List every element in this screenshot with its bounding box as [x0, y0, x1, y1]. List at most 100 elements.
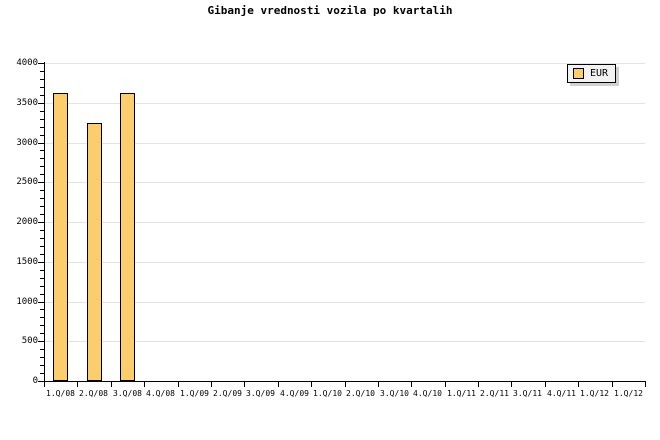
- y-axis-tick: [38, 222, 45, 223]
- y-axis-minor-tick: [40, 71, 45, 72]
- x-axis-tick: [578, 381, 579, 387]
- x-axis-label: 2.Q/10: [346, 389, 375, 398]
- x-axis-label: 1.Q/08: [46, 389, 75, 398]
- x-axis-tick: [612, 381, 613, 387]
- x-axis-label: 1.Q/10: [313, 389, 342, 398]
- y-axis-minor-tick: [40, 111, 45, 112]
- y-axis-minor-tick: [40, 294, 45, 295]
- y-axis-minor-tick: [40, 349, 45, 350]
- x-axis-tick: [144, 381, 145, 387]
- y-axis-minor-tick: [40, 325, 45, 326]
- x-axis-label: 3.Q/09: [246, 389, 275, 398]
- x-axis-label: 3.Q/10: [380, 389, 409, 398]
- gridline: [44, 143, 645, 144]
- y-axis-minor-tick: [40, 95, 45, 96]
- gridline: [44, 182, 645, 183]
- x-axis-tick: [77, 381, 78, 387]
- x-axis-tick: [378, 381, 379, 387]
- x-axis-tick: [645, 381, 646, 387]
- y-axis-tick: [38, 341, 45, 342]
- x-axis-label: 2.Q/11: [480, 389, 509, 398]
- y-axis-minor-tick: [40, 174, 45, 175]
- y-axis-label: 3500: [16, 98, 38, 108]
- y-axis-label: 1000: [16, 297, 38, 307]
- y-axis-minor-tick: [40, 119, 45, 120]
- y-axis-minor-tick: [40, 365, 45, 366]
- x-axis-tick: [111, 381, 112, 387]
- y-axis-minor-tick: [40, 357, 45, 358]
- y-axis-label: 1500: [16, 257, 38, 267]
- x-axis-tick: [278, 381, 279, 387]
- x-axis-tick: [311, 381, 312, 387]
- y-axis-label: 3000: [16, 138, 38, 148]
- gridline: [44, 63, 645, 64]
- chart-title: Gibanje vrednosti vozila po kvartalih: [207, 4, 453, 17]
- y-axis-minor-tick: [40, 150, 45, 151]
- y-axis-minor-tick: [40, 254, 45, 255]
- y-axis-minor-tick: [40, 317, 45, 318]
- x-axis-label: 3.Q/11: [513, 389, 542, 398]
- y-axis-minor-tick: [40, 87, 45, 88]
- y-axis-tick: [38, 103, 45, 104]
- x-axis-label: 3.Q/08: [113, 389, 142, 398]
- bar[interactable]: [53, 93, 68, 381]
- y-axis-label: 500: [21, 336, 38, 346]
- x-axis-label: 4.Q/09: [280, 389, 309, 398]
- x-axis-label: 4.Q/10: [413, 389, 442, 398]
- x-axis-label: 2.Q/08: [79, 389, 108, 398]
- y-axis-minor-tick: [40, 238, 45, 239]
- x-axis-label: 4.Q/11: [547, 389, 576, 398]
- x-axis-label: 1.Q/12: [580, 389, 609, 398]
- x-axis-tick: [178, 381, 179, 387]
- y-axis-label: 4000: [16, 58, 38, 68]
- legend[interactable]: EUR: [567, 64, 617, 83]
- y-axis-minor-tick: [40, 246, 45, 247]
- bar[interactable]: [87, 123, 102, 381]
- y-axis-tick: [38, 302, 45, 303]
- legend-label-eur: EUR: [590, 68, 609, 79]
- y-axis-minor-tick: [40, 158, 45, 159]
- x-axis-tick: [478, 381, 479, 387]
- y-axis-tick: [38, 63, 45, 64]
- x-axis-tick: [511, 381, 512, 387]
- gridline: [44, 103, 645, 104]
- x-axis-tick: [545, 381, 546, 387]
- plot-area: [44, 63, 645, 381]
- y-axis-minor-tick: [40, 373, 45, 374]
- y-axis-minor-tick: [40, 214, 45, 215]
- y-axis-minor-tick: [40, 333, 45, 334]
- legend-swatch-eur: [573, 68, 584, 79]
- x-axis-label: 1.Q/11: [447, 389, 476, 398]
- y-axis-minor-tick: [40, 230, 45, 231]
- x-axis-label: 1.Q/12: [614, 389, 643, 398]
- gridlines: [44, 63, 645, 381]
- y-axis-tick: [38, 262, 45, 263]
- gridline: [44, 222, 645, 223]
- gridline: [44, 302, 645, 303]
- y-axis-minor-tick: [40, 206, 45, 207]
- y-axis-minor-tick: [40, 190, 45, 191]
- x-axis-tick: [345, 381, 346, 387]
- x-axis-tick: [411, 381, 412, 387]
- x-axis-label: 1.Q/09: [180, 389, 209, 398]
- y-axis-minor-tick: [40, 166, 45, 167]
- y-axis-tick: [38, 381, 45, 382]
- gridline: [44, 341, 645, 342]
- y-axis-minor-tick: [40, 127, 45, 128]
- x-axis-tick: [445, 381, 446, 387]
- x-axis-tick: [244, 381, 245, 387]
- y-axis-label: 2000: [16, 217, 38, 227]
- y-axis-minor-tick: [40, 286, 45, 287]
- x-axis-tick: [44, 381, 45, 387]
- gridline: [44, 262, 645, 263]
- y-axis-minor-tick: [40, 270, 45, 271]
- y-axis-label: 2500: [16, 177, 38, 187]
- bar[interactable]: [120, 93, 135, 381]
- y-axis-label: 0: [32, 376, 38, 386]
- y-axis-tick: [38, 143, 45, 144]
- y-axis-minor-tick: [40, 79, 45, 80]
- y-axis-minor-tick: [40, 135, 45, 136]
- x-axis-label: 4.Q/08: [146, 389, 175, 398]
- y-axis-minor-tick: [40, 198, 45, 199]
